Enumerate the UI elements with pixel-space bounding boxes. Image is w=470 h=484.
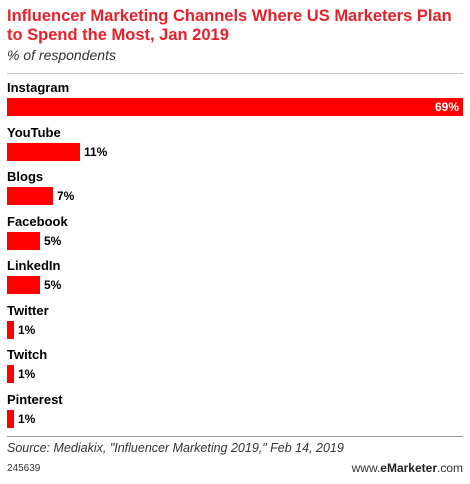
category-label: Facebook (7, 213, 68, 229)
category-label: Twitch (7, 347, 48, 362)
bar (7, 409, 14, 428)
chart-id: 245639 (7, 463, 41, 474)
category-label: Blogs (7, 169, 44, 184)
bar-chart: Instagram 69% YouTube 11% Blogs 7% Facebook 5% L… (0, 80, 470, 430)
value-label: 5% (44, 278, 62, 292)
category-label: Pinterest (7, 391, 63, 407)
value-label: 1% (18, 322, 36, 337)
brand-url: www.eMarketer.com (352, 461, 463, 475)
bar (7, 320, 14, 339)
category-label: Twitter (7, 302, 49, 318)
footer-divider (7, 436, 463, 437)
source-note: Source: Mediakix, "Influencer Marketing … (7, 441, 344, 455)
bar (7, 142, 80, 161)
value-label: 5% (44, 233, 62, 248)
chart-subtitle: % of respondents (7, 47, 116, 63)
header-divider (7, 73, 463, 74)
bar (7, 98, 463, 116)
bar (7, 276, 40, 294)
category-label: LinkedIn (7, 258, 61, 273)
chart-title: Influencer Marketing Channels Where US M… (7, 7, 452, 44)
category-label: Instagram (7, 80, 70, 95)
brand-suffix: .com (436, 461, 463, 475)
category-label: YouTube (7, 124, 61, 140)
brand-name: eMarketer (380, 461, 437, 475)
bar (7, 231, 40, 250)
value-label: 1% (18, 367, 36, 381)
value-label: 7% (57, 189, 75, 203)
value-label: 69% (434, 100, 459, 114)
brand-prefix: www. (351, 461, 381, 475)
bar (7, 365, 14, 383)
bar (7, 187, 53, 205)
value-label: 1% (18, 411, 36, 426)
value-label: 11% (84, 144, 108, 159)
